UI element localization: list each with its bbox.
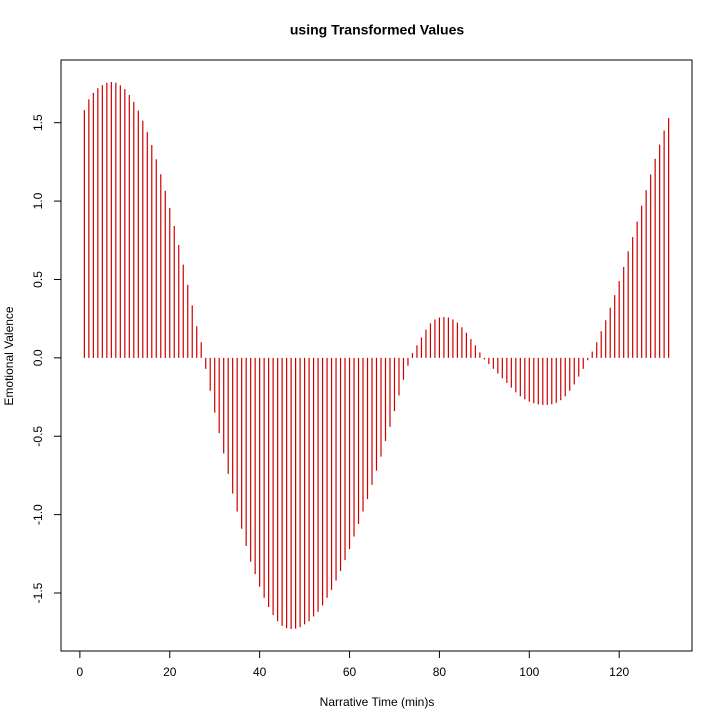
y-tick-label: 0.5 (31, 271, 45, 288)
y-tick-label: -1.5 (31, 582, 45, 603)
x-tick-label: 60 (343, 665, 357, 679)
y-tick-label: -1.0 (31, 504, 45, 525)
y-tick-label: 1.5 (31, 114, 45, 131)
x-tick-label: 20 (163, 665, 177, 679)
x-tick-label: 0 (77, 665, 84, 679)
y-tick-label: 0.0 (31, 349, 45, 366)
x-tick-label: 100 (519, 665, 539, 679)
x-tick-label: 80 (433, 665, 447, 679)
x-tick-label: 120 (609, 665, 629, 679)
y-axis-label: Emotional Valence (2, 306, 16, 405)
chart-title: using Transformed Values (290, 22, 464, 38)
x-tick-label: 40 (253, 665, 267, 679)
plot-box (60, 59, 693, 652)
y-tick-label: -0.5 (31, 426, 45, 447)
y-tick-label: 1.0 (31, 192, 45, 209)
x-axis-label: Narrative Time (min)s (320, 695, 435, 709)
